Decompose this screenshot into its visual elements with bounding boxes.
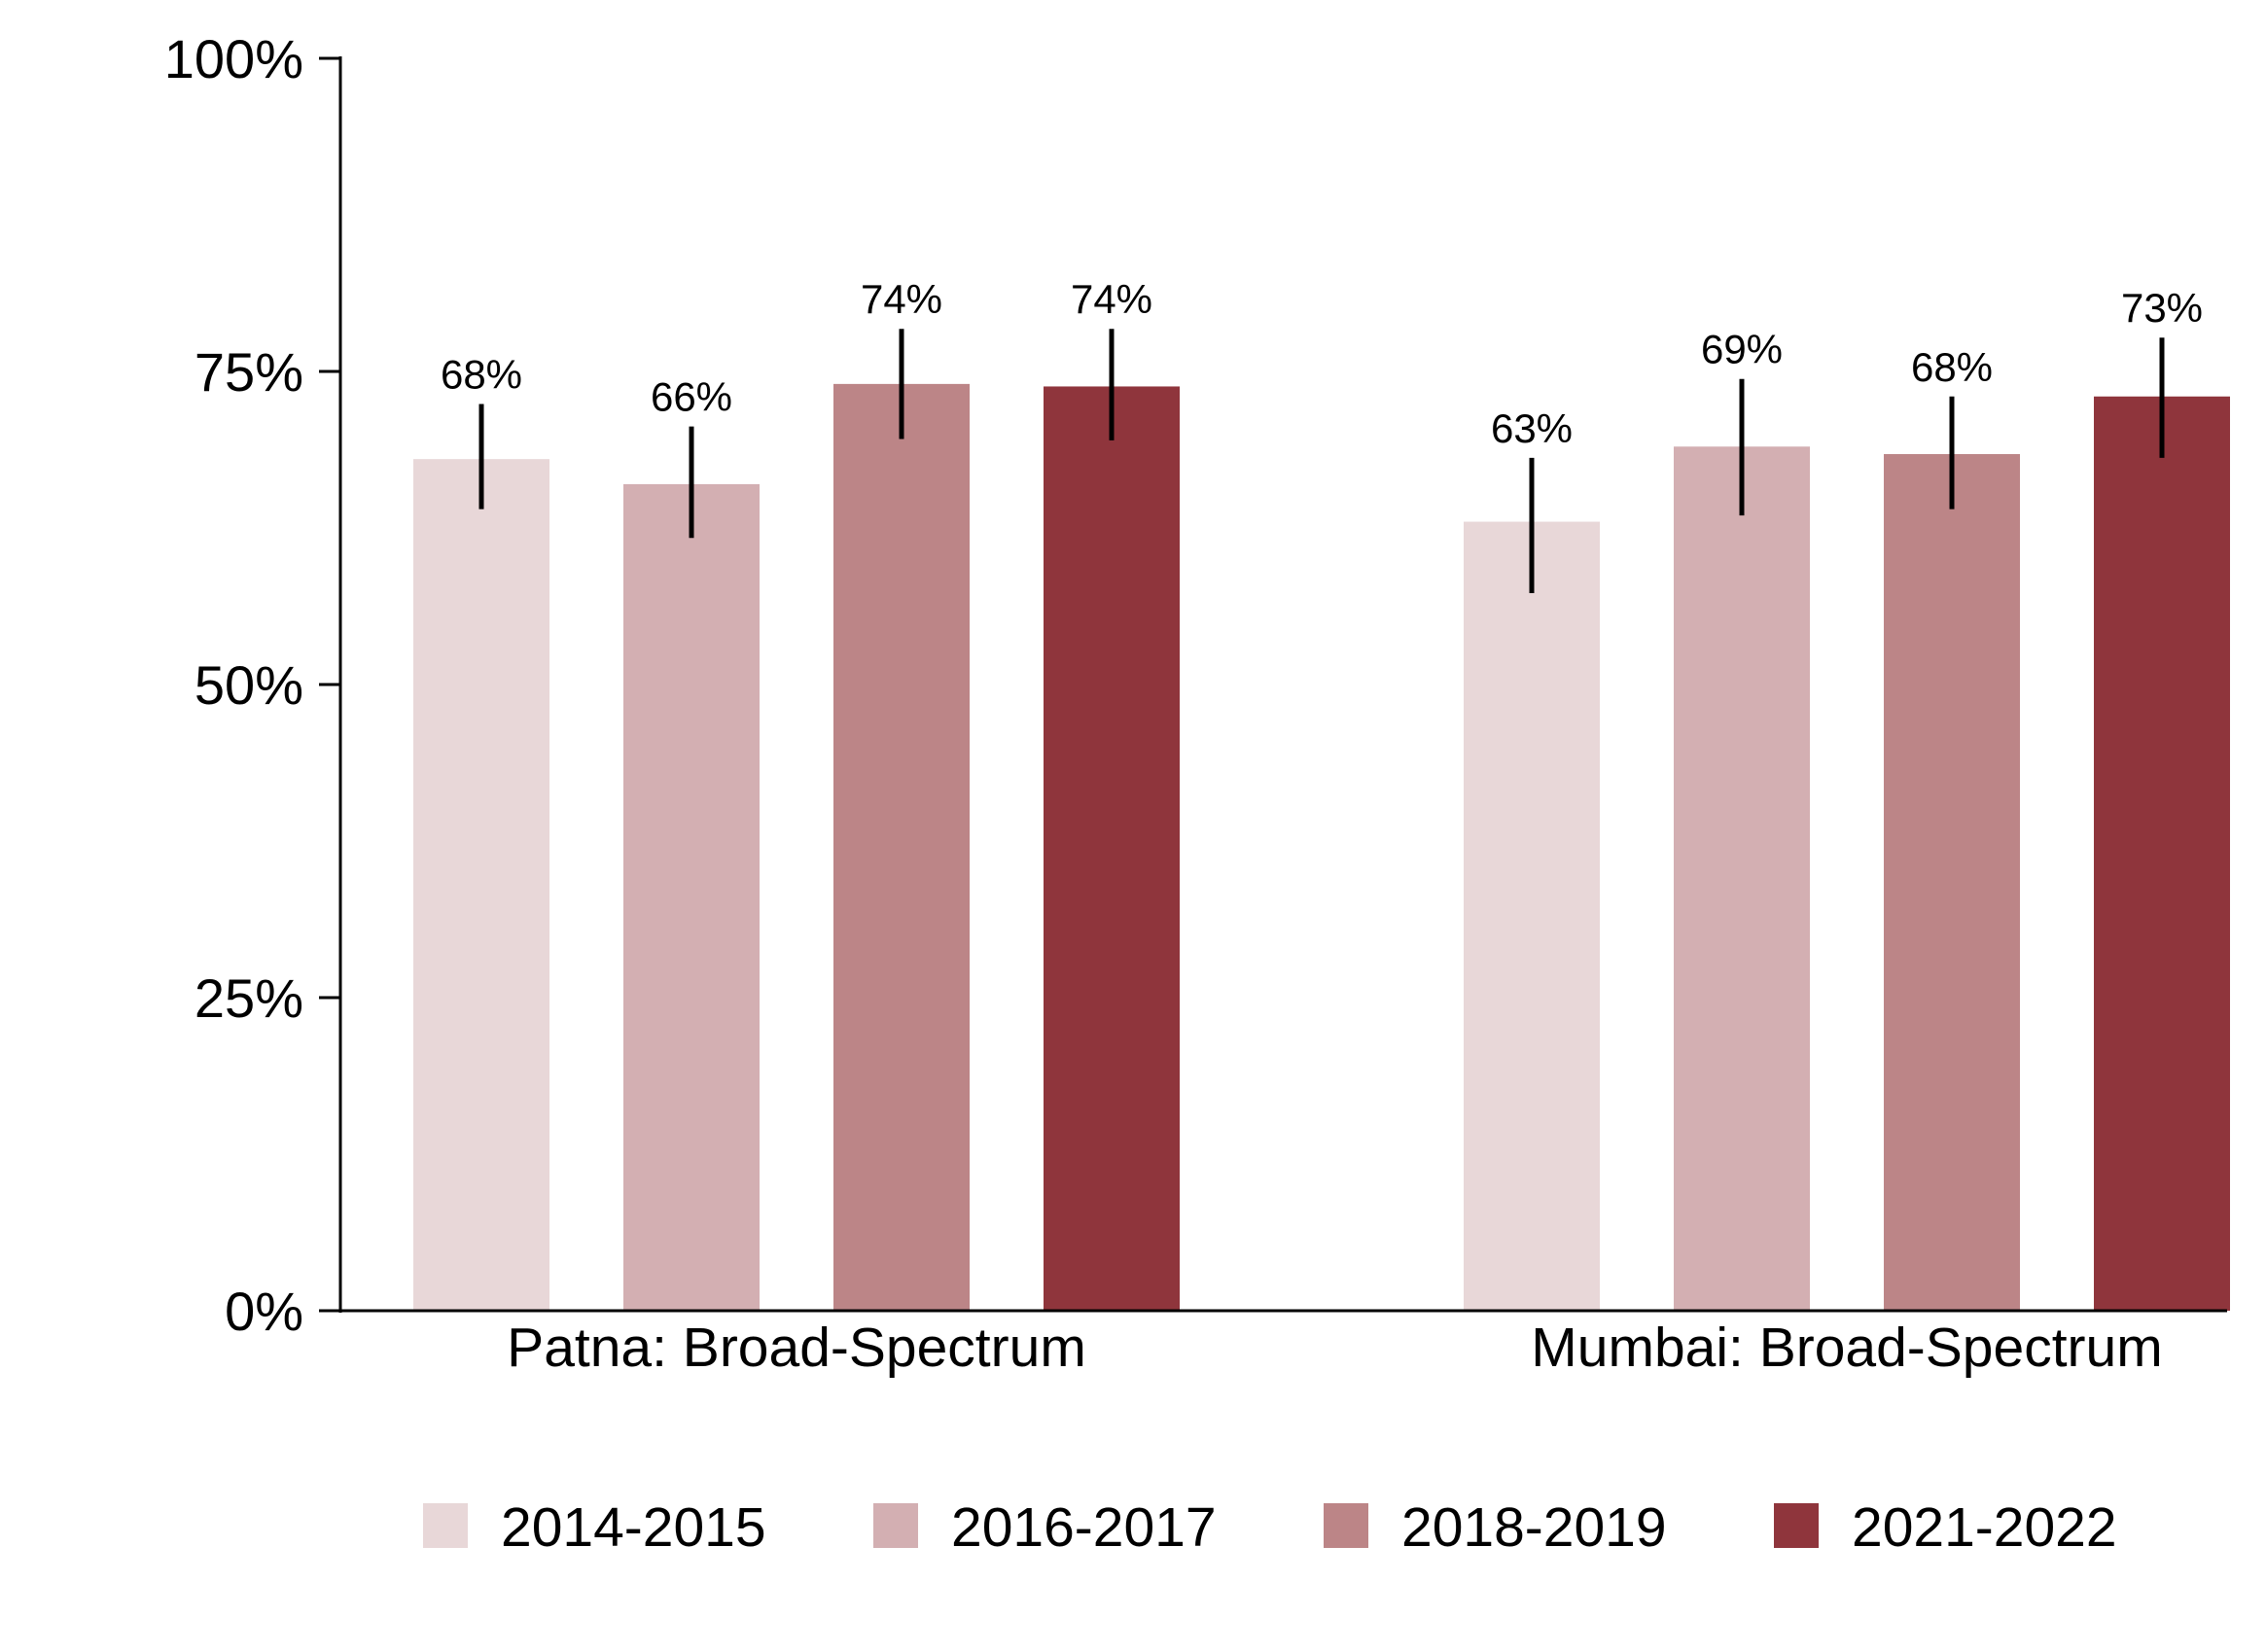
y-tick-label: 25% [195, 967, 303, 1029]
y-tick-label: 50% [195, 654, 303, 716]
data-label: 63% [1491, 405, 1573, 451]
legend-swatch [423, 1503, 468, 1548]
data-label: 73% [2121, 285, 2203, 331]
data-label: 66% [651, 374, 732, 420]
y-tick-label: 75% [195, 341, 303, 403]
bar [833, 383, 970, 1311]
data-label: 74% [861, 276, 942, 322]
category-label: Patna: Broad-Spectrum [507, 1317, 1086, 1379]
legend-swatch [1324, 1503, 1368, 1548]
bar [413, 459, 549, 1311]
legend-swatch [873, 1503, 918, 1548]
bar [1674, 446, 1810, 1311]
bar [1464, 521, 1600, 1311]
y-tick-label: 100% [164, 28, 303, 89]
data-label: 68% [441, 351, 522, 397]
data-label: 69% [1701, 327, 1783, 372]
legend-swatch [1774, 1503, 1819, 1548]
bar [623, 483, 760, 1311]
data-label: 74% [1071, 276, 1152, 322]
data-label: 68% [1911, 344, 1993, 390]
category-label: Mumbai: Broad-Spectrum [1531, 1317, 2162, 1379]
bar [1884, 454, 2020, 1311]
bar [2094, 396, 2230, 1311]
legend-label: 2021-2022 [1852, 1496, 2117, 1559]
legend-label: 2014-2015 [501, 1496, 766, 1559]
legend-label: 2018-2019 [1401, 1496, 1667, 1559]
bar [1044, 386, 1180, 1311]
legend-label: 2016-2017 [951, 1496, 1217, 1559]
y-tick-label: 0% [225, 1281, 303, 1342]
